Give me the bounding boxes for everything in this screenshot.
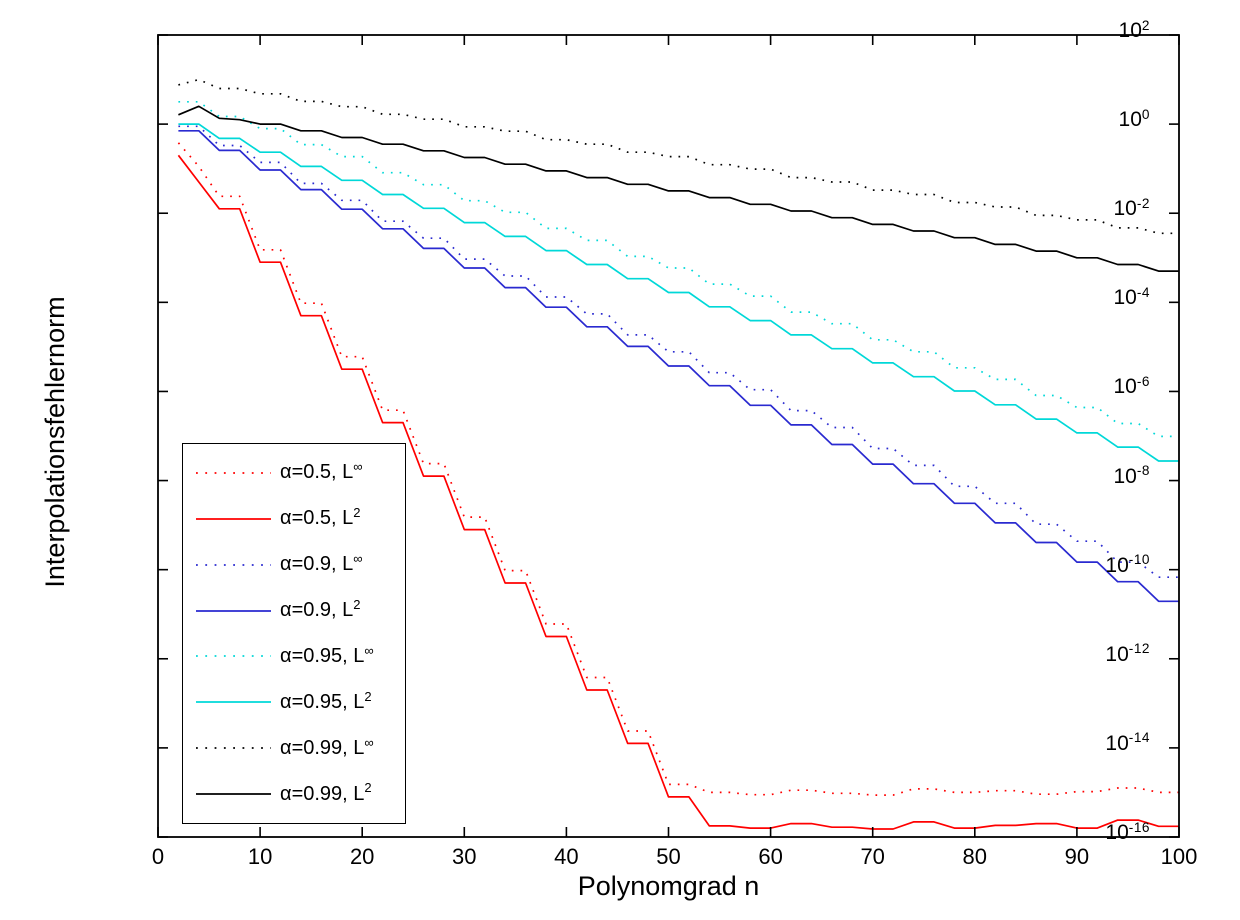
x-tick-label: 0 (151, 844, 165, 869)
x-tick-label: 100 (1160, 844, 1198, 869)
legend-label-exponent: 2 (353, 596, 362, 612)
legend-label: α=0.99, L2 (280, 780, 373, 806)
y-tick-exponent: -4 (1136, 284, 1150, 300)
y-tick-base: 10 (1105, 731, 1129, 755)
legend-label: α=0.99, L∞ (280, 734, 375, 760)
legend-label-base: α=0.9, L (280, 599, 354, 622)
legend-swatch-solid (196, 701, 271, 704)
y-tick-label: 10-2 (1113, 195, 1151, 223)
tick-marks (157, 34, 1180, 838)
legend-item-alpha-0.95-l2: α=0.95, L2 (183, 680, 405, 724)
legend-label-exponent: ∞ (353, 551, 364, 567)
x-tick-label: 60 (758, 844, 783, 869)
legend: α=0.5, L∞ α=0.5, L2 α=0.9, L∞ α=0.9, L2 α=0.… (182, 443, 406, 824)
x-tick-label: 30 (452, 844, 477, 869)
legend-item-alpha-0.5-l2: α=0.5, L2 (183, 497, 405, 541)
y-tick-label: 10-4 (1113, 284, 1151, 312)
series-line-alpha-0.9-l2 (178, 129, 1179, 603)
legend-label-exponent: 2 (353, 505, 362, 521)
x-tick-label: 10 (247, 844, 273, 869)
y-tick-base: 10 (1113, 464, 1137, 488)
legend-label-base: α=0.95, L (280, 644, 365, 667)
legend-label-base: α=0.99, L (280, 736, 365, 759)
x-tick-label: 50 (656, 844, 681, 869)
legend-item-alpha-0.99-linf: α=0.99, L∞ (183, 726, 405, 770)
legend-item-alpha-0.5-linf: α=0.5, L∞ (183, 451, 405, 495)
legend-label-exponent: 2 (364, 780, 373, 796)
legend-item-alpha-0.95-linf: α=0.95, L∞ (183, 634, 405, 678)
y-tick-exponent: -12 (1128, 641, 1150, 657)
y-tick-exponent: 0 (1141, 106, 1150, 122)
series-line-alpha-0.5-l2 (177, 154, 1179, 830)
y-tick-label: 10-6 (1113, 373, 1151, 401)
legend-swatch-dotted (196, 472, 271, 474)
legend-swatch-dotted (196, 747, 271, 750)
legend-label: α=0.5, L2 (280, 505, 362, 530)
legend-label-exponent: 2 (364, 688, 373, 704)
legend-label-base: α=0.9, L (280, 553, 354, 576)
y-tick-exponent: 2 (1141, 17, 1150, 33)
y-tick-base: 10 (1113, 197, 1137, 221)
legend-label: α=0.9, L∞ (280, 551, 364, 576)
x-tick-label: 90 (1064, 844, 1090, 869)
y-tick-base: 10 (1105, 642, 1129, 666)
y-tick-base: 10 (1113, 286, 1137, 310)
legend-label-base: α=0.95, L (280, 690, 365, 713)
series-line-alpha-0.95-l2 (178, 123, 1179, 462)
legend-label: α=0.9, L2 (280, 596, 362, 622)
legend-item-alpha-0.9-linf: α=0.9, L∞ (183, 543, 405, 587)
y-tick-label: 100 (1118, 106, 1150, 134)
y-tick-exponent: -16 (1128, 819, 1150, 835)
legend-label-base: α=0.5, L (280, 461, 354, 484)
legend-label-exponent: ∞ (353, 459, 364, 475)
y-axis-label: Interpolationsfehlernorm (40, 296, 70, 588)
legend-swatch-solid (196, 517, 271, 520)
y-tick-label: 10-14 (1105, 730, 1150, 758)
legend-swatch-dotted (196, 563, 271, 566)
series-curves (177, 78, 1179, 830)
x-tick-label: 20 (349, 844, 375, 869)
x-tick-label: 70 (860, 844, 885, 869)
y-tick-label: 10-10 (1105, 552, 1150, 580)
legend-label-exponent: ∞ (364, 642, 375, 658)
y-tick-exponent: -10 (1128, 552, 1150, 568)
legend-item-alpha-0.9-l2: α=0.9, L2 (183, 589, 405, 633)
y-tick-base: 10 (1118, 19, 1142, 42)
y-tick-label: 10-16 (1105, 819, 1150, 847)
legend-item-alpha-0.99-l2: α=0.99, L2 (183, 772, 405, 816)
legend-swatch-solid (196, 609, 271, 612)
y-tick-base: 10 (1105, 553, 1129, 577)
series-line-alpha-0.95-linf (178, 100, 1179, 438)
legend-label: α=0.95, L2 (280, 688, 373, 714)
legend-label: α=0.95, L∞ (280, 642, 375, 668)
y-tick-exponent: -14 (1128, 730, 1150, 746)
x-tick-label: 80 (962, 844, 988, 869)
y-tick-base: 10 (1113, 375, 1137, 399)
y-tick-base: 10 (1118, 108, 1142, 132)
y-tick-exponent: -8 (1136, 463, 1150, 479)
series-line-alpha-0.5-linf (177, 142, 1179, 796)
x-tick-label: 40 (554, 844, 579, 869)
y-tick-exponent: -2 (1136, 195, 1150, 211)
legend-swatch-solid (196, 793, 271, 795)
legend-label-base: α=0.99, L (280, 782, 365, 805)
y-tick-exponent: -6 (1136, 373, 1150, 389)
x-axis-label: Polynomgrad n (577, 871, 760, 901)
y-tick-label: 10-8 (1113, 463, 1151, 491)
legend-swatch-dotted (196, 655, 271, 658)
y-tick-label: 10-12 (1105, 641, 1150, 669)
legend-label-base: α=0.5, L (280, 507, 354, 530)
y-tick-base: 10 (1105, 821, 1129, 844)
legend-label: α=0.5, L∞ (280, 459, 364, 484)
series-line-alpha-0.99-l2 (178, 105, 1179, 272)
legend-label-exponent: ∞ (364, 734, 375, 750)
y-tick-label: 102 (1118, 17, 1150, 45)
series-line-alpha-0.99-linf (178, 78, 1179, 235)
